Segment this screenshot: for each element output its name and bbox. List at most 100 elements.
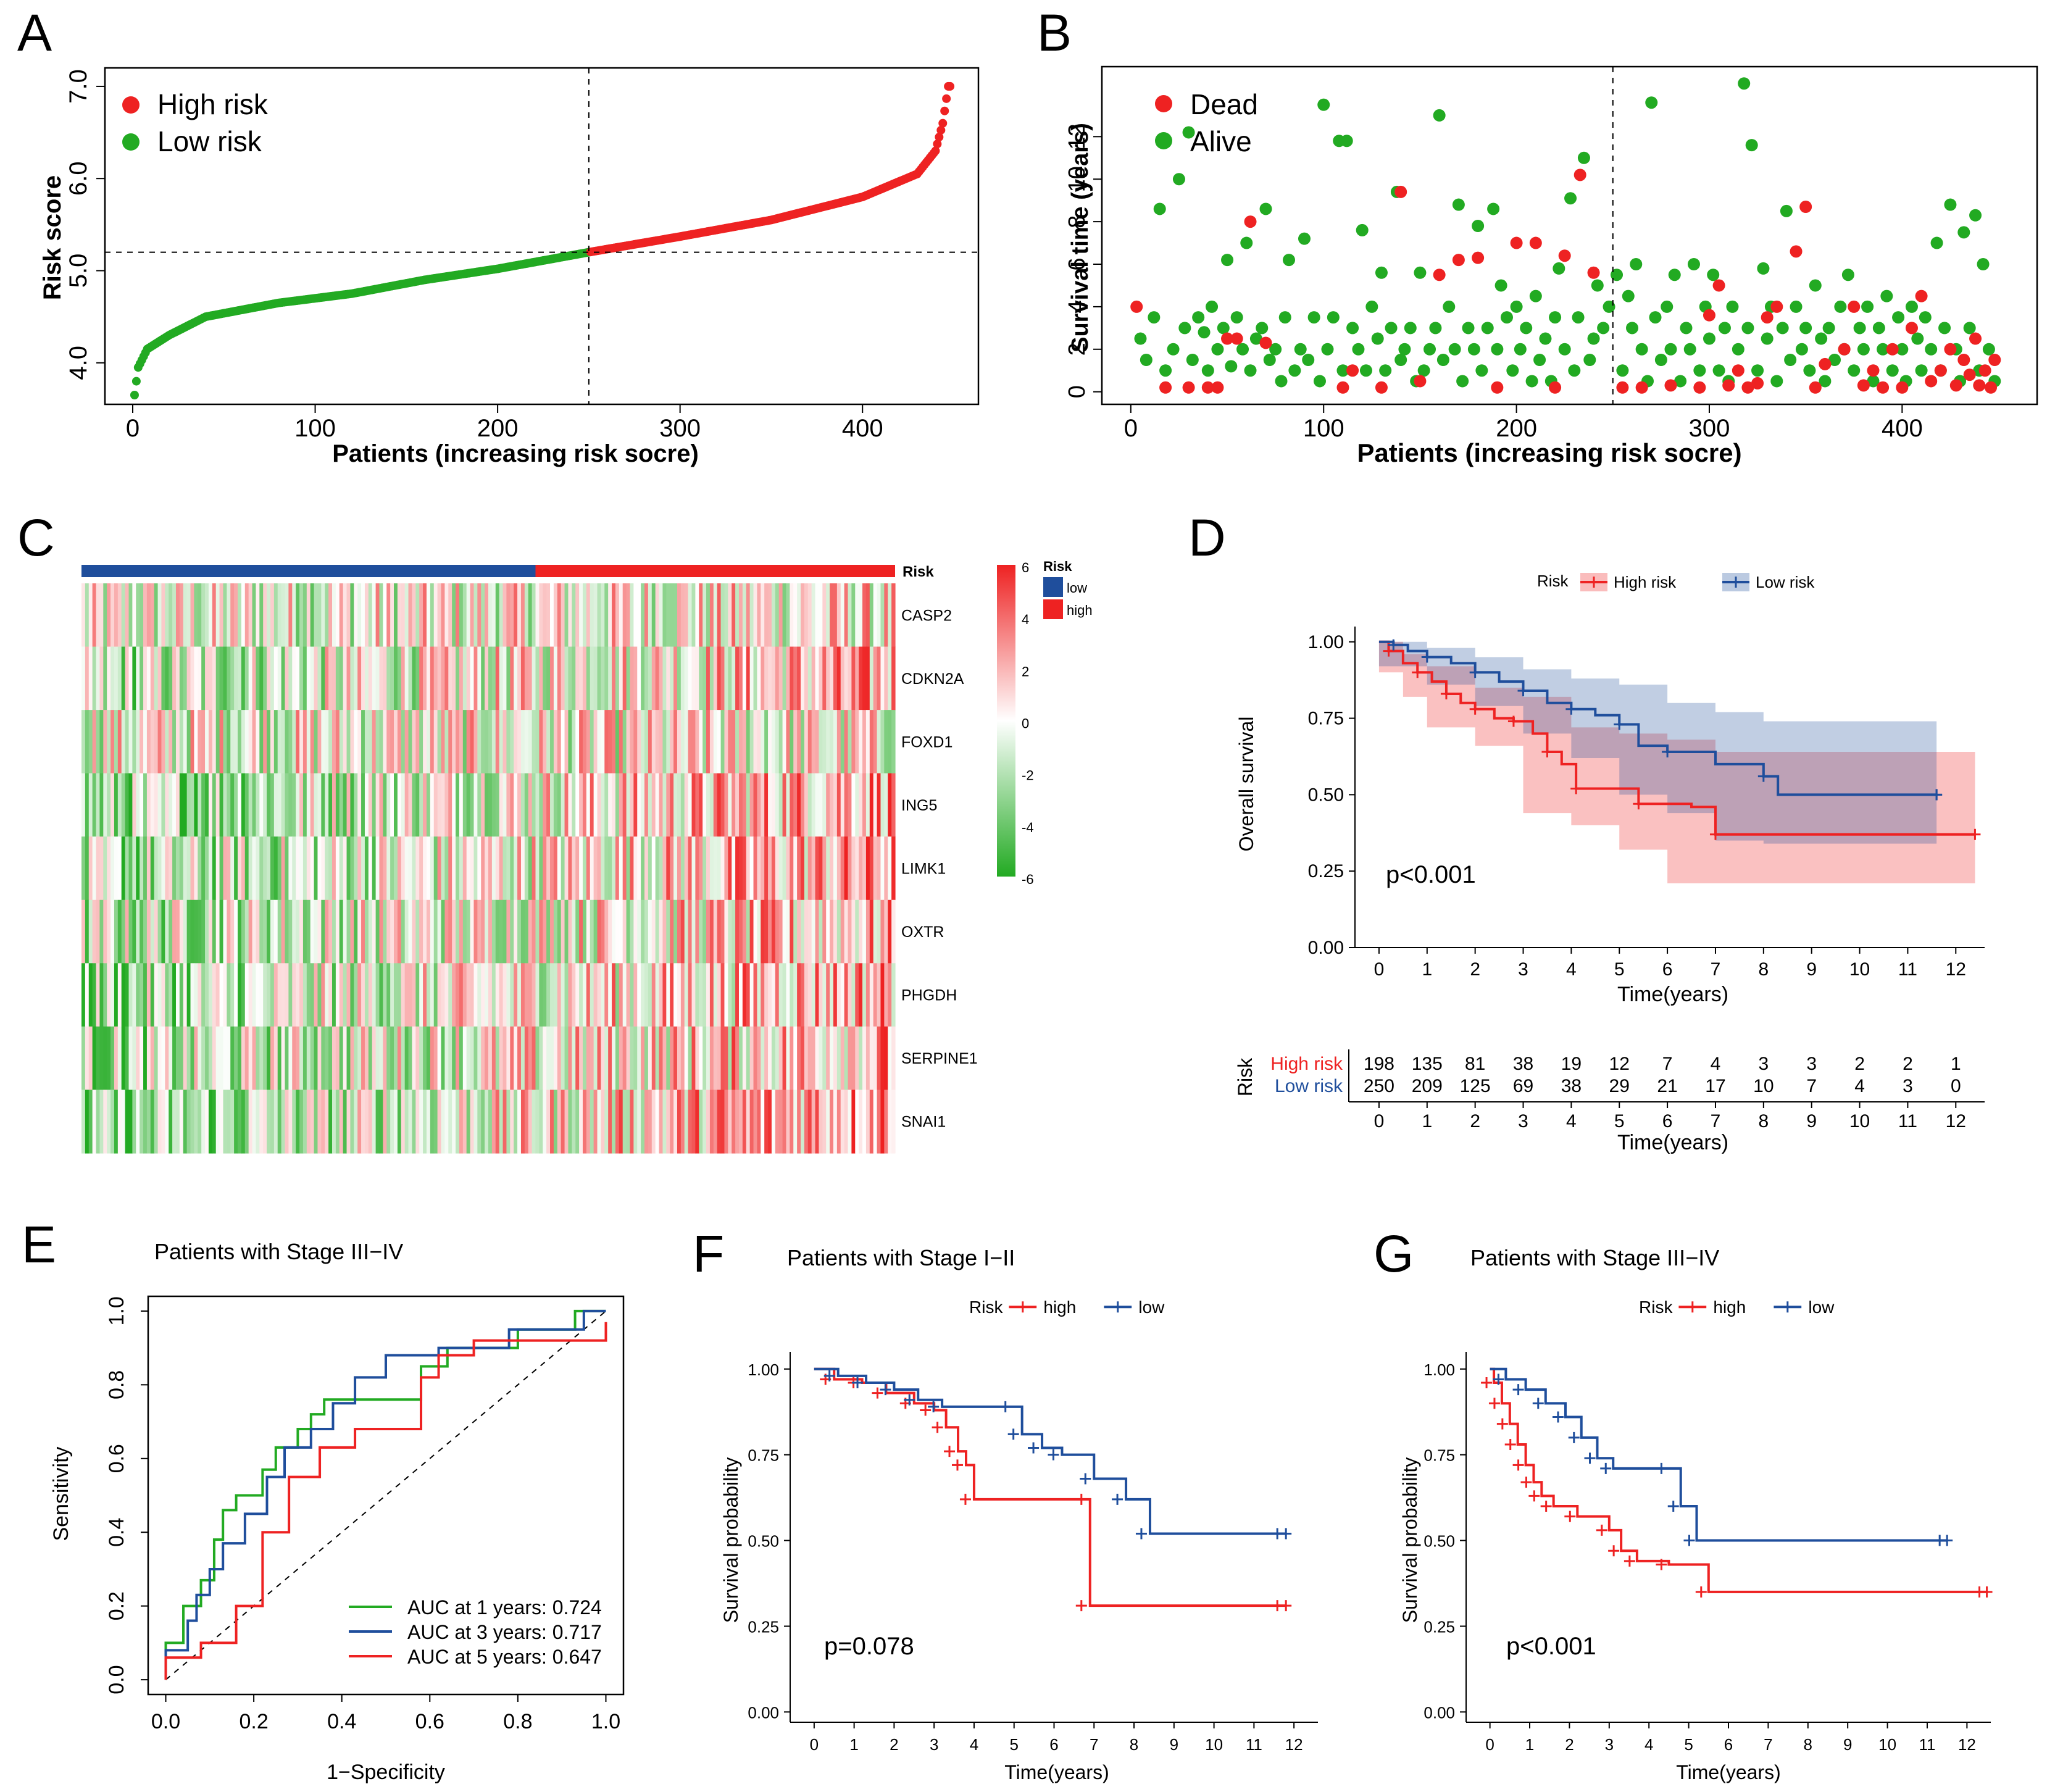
heatmap-cell [575,836,580,901]
heatmap-cell [888,963,892,1027]
heatmap-cell [198,899,202,964]
heatmap-cell [227,646,231,711]
heatmap-cell [448,836,452,901]
heatmap-cell [615,646,620,711]
heatmap-cell [88,963,93,1027]
heatmap-cell [154,1090,159,1154]
heatmap-cell [801,899,805,964]
heatmap-cell [626,963,631,1027]
alive-point [1340,135,1353,148]
heatmap-cell [88,773,93,837]
heatmap-cell [357,899,362,964]
heatmap-cell [641,710,645,774]
heatmap-cell [466,963,471,1027]
heatmap-cell [848,1090,852,1154]
heatmap-cell [619,836,623,901]
heatmap-cell [680,1026,685,1091]
heatmap-cell [386,963,391,1027]
risk-score-point [942,94,951,103]
heatmap-cell [125,836,130,901]
heatmap-cell [706,710,711,774]
alive-point [1597,322,1610,335]
panel-d-km-overall-survival: 0 1 2 3 4 5 6 7 8 9 10 11 120.000.250.500.751.00Time… [1234,572,1985,1154]
heatmap-cell [219,836,224,901]
censor-mark [1517,685,1529,696]
heatmap-cell [408,899,413,964]
gene-label-snai1: SNAI1 [901,1114,946,1131]
heatmap-cell [826,710,830,774]
heatmap-cell [81,1090,86,1154]
heatmap-cell [662,1026,667,1091]
heatmap-cell [815,646,820,711]
heatmap-cell [110,773,115,837]
heatmap-cell [296,710,300,774]
heatmap-cell [394,1026,398,1091]
dead-point [1394,185,1407,198]
heatmap-cell [630,963,634,1027]
heatmap-cell [738,583,743,648]
heatmap-cell [165,710,169,774]
alive-point [1828,354,1841,366]
heatmap-cell [506,773,511,837]
heatmap-cell [630,583,634,648]
alive-point [1167,343,1180,356]
heatmap-cell [485,710,489,774]
risk-annotation-low [81,565,536,577]
heatmap-cell [539,583,543,648]
heatmap-cell [263,1090,267,1154]
heatmap-cell [241,583,246,648]
heatmap-cell [404,899,409,964]
heatmap-cell [190,836,195,901]
heatmap-cell [302,899,307,964]
heatmap-cell [248,773,253,837]
heatmap-cell [361,583,365,648]
heatmap-cell [241,836,246,901]
heatmap-cell [281,1090,286,1154]
legend-censor-mark [1782,1301,1793,1313]
heatmap-cell [804,1090,809,1154]
heatmap-cell [430,710,435,774]
heatmap-cell [862,836,867,901]
heatmap-cell [107,1090,111,1154]
heatmap-cell [724,963,728,1027]
censor-mark [1683,1535,1695,1546]
alive-point [1780,204,1793,217]
heatmap-cell [310,963,315,1027]
heatmap-cell [626,1090,631,1154]
heatmap-cell [633,773,638,837]
heatmap-cell [375,963,380,1027]
heatmap-cell [88,836,93,901]
heatmap-cell [848,773,852,837]
heatmap-cell [510,1026,514,1091]
alive-point [1467,343,1480,356]
alive-point [1815,332,1828,345]
heatmap-cell [85,1026,90,1091]
heatmap-cell [444,1026,449,1091]
heatmap-cell [778,710,783,774]
heatmap-cell [302,1090,307,1154]
heatmap-cell [608,899,612,964]
heatmap-cell [568,646,572,711]
heatmap-cell [884,1026,888,1091]
heatmap-cell [107,773,111,837]
heatmap-cell [506,710,511,774]
heatmap-cell [608,583,612,648]
heatmap-cell [256,646,260,711]
heatmap-cell [793,899,798,964]
heatmap-cell [797,963,801,1027]
heatmap-cell [339,836,344,901]
heatmap-cell [444,773,449,837]
heatmap-cell [132,773,136,837]
legend-censor-mark [1588,577,1599,588]
heatmap-cell [146,583,151,648]
heatmap-cell [742,583,747,648]
heatmap-cell [572,1090,576,1154]
heatmap-cell [557,646,562,711]
heatmap-cell [412,963,416,1027]
heatmap-cell [150,836,155,901]
heatmap-cell [771,1026,776,1091]
heatmap-cell [114,1090,119,1154]
heatmap-cell [811,583,816,648]
heatmap-cell [633,836,638,901]
heatmap-cell [270,710,275,774]
